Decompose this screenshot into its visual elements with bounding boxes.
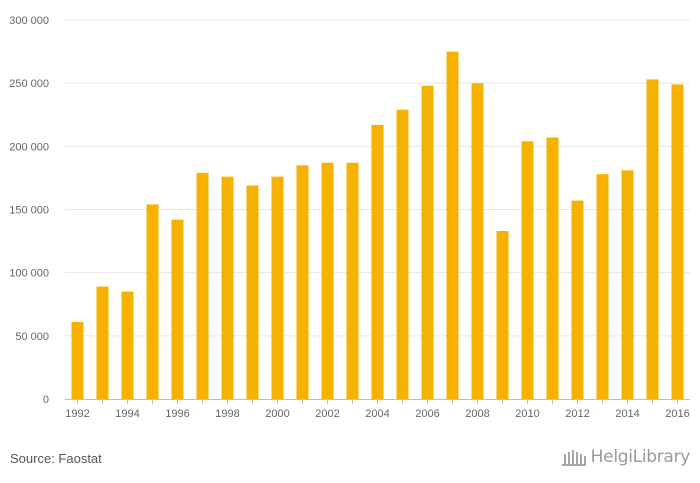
bar-2003	[346, 162, 359, 399]
x-tick-label: 2000	[265, 408, 289, 420]
x-tick-label: 1998	[215, 408, 239, 420]
bar-2002	[321, 162, 334, 399]
bar-1999	[246, 185, 259, 399]
bar-1992	[71, 321, 84, 399]
bar-2005	[396, 109, 409, 400]
bar-2006	[421, 85, 434, 400]
y-tick-label: 0	[43, 394, 49, 406]
bar-2009	[496, 230, 509, 399]
bar-1994	[121, 291, 134, 399]
bar-2008	[471, 83, 484, 400]
bar-2001	[296, 165, 309, 399]
bar-2000	[271, 176, 284, 399]
x-tick-label: 2016	[665, 408, 689, 420]
bar-2015	[646, 79, 659, 400]
y-tick-label: 50 000	[15, 331, 49, 343]
helgilibrary-logo[interactable]: HelgiLibrary	[561, 447, 690, 467]
logo-text: HelgiLibrary	[590, 447, 691, 467]
y-tick-label: 150 000	[9, 205, 49, 217]
x-tick-label: 2012	[565, 408, 589, 420]
bar-2012	[571, 200, 584, 399]
y-tick-label: 300 000	[9, 15, 49, 27]
bar-2013	[596, 174, 609, 399]
x-tick-label: 2004	[365, 408, 389, 420]
bar-2014	[621, 170, 634, 399]
x-tick-label: 2008	[465, 408, 489, 420]
bar-1993	[96, 286, 109, 399]
bar-chart: 0 50 000 100 000 150 000 200 000 250 000 300 0…	[9, 15, 690, 420]
y-tick-label: 100 000	[9, 268, 49, 280]
bar-1996	[171, 219, 184, 399]
bar-1998	[221, 176, 234, 399]
source-note: Source: Faostat	[10, 451, 102, 466]
y-tick-label: 250 000	[9, 78, 49, 90]
bar-1995	[146, 204, 159, 399]
x-tick-label: 1994	[115, 408, 139, 420]
library-building-icon	[561, 450, 586, 466]
x-tick-label: 2006	[415, 408, 439, 420]
x-tick-label: 2002	[315, 408, 339, 420]
bar-2010	[521, 141, 534, 399]
x-tick-label: 1996	[165, 408, 189, 420]
bar-2007	[446, 51, 459, 399]
x-tick-label: 2014	[615, 408, 639, 420]
bar-1997	[196, 172, 209, 399]
bar-2016	[671, 84, 684, 400]
x-tick-label: 1992	[65, 408, 89, 420]
chart-area: 0 50 000 100 000 150 000 200 000 250 000 300 0…	[9, 15, 690, 420]
x-tick-label: 2010	[515, 408, 539, 420]
bar-2011	[546, 137, 559, 400]
y-tick-label: 200 000	[9, 141, 49, 153]
bar-2004	[371, 124, 384, 400]
